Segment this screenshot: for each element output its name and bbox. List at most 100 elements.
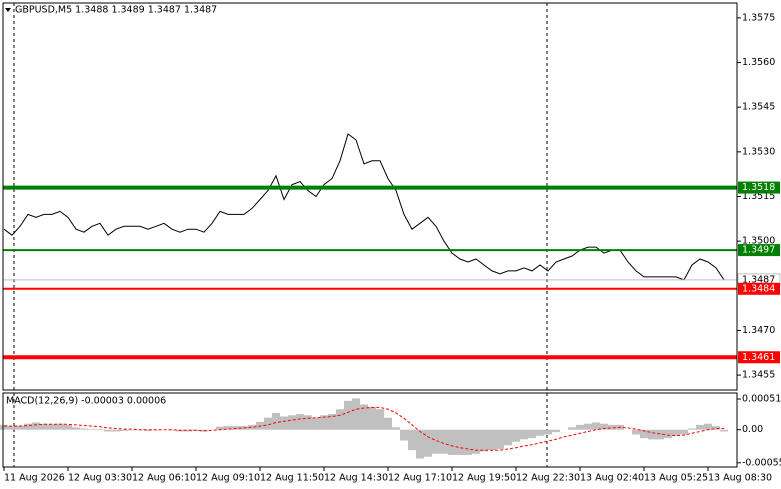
macd-bar	[336, 409, 344, 430]
macd-bar	[304, 415, 312, 430]
level-label: 1.3497	[742, 245, 775, 256]
chart-title: GBPUSD,M5 1.3488 1.3489 1.3487 1.3487	[15, 5, 217, 16]
macd-bar	[608, 424, 616, 430]
macd-bar	[280, 416, 288, 430]
macd-bar	[384, 417, 392, 430]
macd-bar	[480, 429, 488, 452]
level-label: 1.3461	[742, 352, 775, 363]
x-tick-label: 12 Aug 06:10	[132, 473, 196, 484]
macd-bar	[296, 414, 304, 430]
level-box	[738, 244, 780, 257]
y-tick-label: 1.3530	[742, 146, 775, 157]
macd-bar	[64, 424, 72, 430]
x-tick-label: 12 Aug 19:50	[452, 473, 516, 484]
macd-bar	[184, 429, 192, 432]
macd-bar	[112, 429, 120, 432]
macd-bar	[424, 429, 432, 457]
macd-bar	[8, 426, 16, 430]
macd-bar	[416, 429, 424, 459]
y-tick-label: 1.3500	[742, 236, 775, 247]
macd-bar	[656, 429, 664, 440]
level-box	[738, 181, 780, 194]
y-tick-label: 1.3575	[742, 12, 775, 23]
macd-bar	[400, 429, 408, 441]
y-tick-label: 0.00051	[742, 394, 781, 405]
x-tick-label: 13 Aug 02:40	[580, 473, 644, 484]
macd-bar	[232, 426, 240, 430]
macd-bar	[344, 400, 352, 430]
x-tick-label: 13 Aug 08:30	[708, 473, 772, 484]
macd-bar	[368, 406, 376, 430]
macd-bar	[552, 429, 560, 433]
macd-bar	[272, 412, 280, 430]
macd-bar	[712, 426, 720, 430]
macd-bar	[496, 429, 504, 449]
macd-bar	[144, 429, 152, 431]
macd-bar	[360, 404, 368, 430]
x-tick-label: 13 Aug 05:25	[644, 473, 708, 484]
level-label: 1.3518	[742, 182, 775, 193]
y-tick-label: -0.00055	[742, 457, 781, 468]
macd-bar	[16, 425, 24, 430]
macd-bar	[408, 429, 416, 451]
x-tick-label: 12 Aug 09:10	[196, 473, 260, 484]
macd-bar	[104, 429, 112, 432]
macd-bar	[464, 429, 472, 455]
macd-bar	[672, 429, 680, 436]
macd-bar	[128, 429, 136, 431]
panel-frame	[2, 392, 738, 468]
macd-bar	[704, 423, 712, 430]
macd-bar	[264, 417, 272, 430]
macd-bar	[80, 428, 88, 430]
macd-bar	[512, 429, 520, 442]
macd-bar	[592, 422, 600, 430]
x-tick-label: 12 Aug 03:30	[68, 473, 132, 484]
menu-arrow	[5, 8, 11, 12]
macd-bar	[600, 423, 608, 430]
macd-bar	[248, 424, 256, 430]
y-tick-label: 0.00	[742, 424, 763, 435]
macd-bar	[472, 429, 480, 454]
y-tick-label: 1.3545	[742, 102, 775, 113]
y-tick-label: 1.3515	[742, 191, 775, 202]
macd-bar	[120, 429, 128, 431]
macd-bar	[56, 423, 64, 430]
y-tick-label: 1.3560	[742, 57, 775, 68]
macd-bar	[352, 398, 360, 430]
x-tick-label: 12 Aug 14:30	[324, 473, 388, 484]
macd-bar	[456, 429, 464, 455]
macd-bar	[648, 429, 656, 440]
macd-bar	[664, 429, 672, 439]
signal-line	[4, 406, 724, 451]
macd-bar	[0, 424, 8, 430]
x-tick-label: 12 Aug 22:30	[516, 473, 580, 484]
macd-bar	[72, 427, 80, 430]
macd-bar	[168, 429, 176, 431]
x-tick-label: 12 Aug 11:50	[260, 473, 324, 484]
macd-bar	[40, 423, 48, 430]
macd-bar	[528, 429, 536, 439]
price-line	[3, 133, 725, 281]
macd-bar	[488, 429, 496, 451]
macd-bar	[720, 429, 728, 432]
level-box	[738, 282, 780, 295]
macd-bar	[320, 415, 328, 430]
x-tick-label: 11 Aug 2026	[4, 473, 65, 484]
macd-bar	[288, 415, 296, 430]
macd-bar	[576, 424, 584, 430]
last-price-label: 1.3487	[742, 274, 775, 285]
macd-bar	[632, 429, 640, 435]
macd-bar	[520, 429, 528, 440]
macd-bar	[216, 426, 224, 430]
macd-bar	[680, 429, 688, 435]
panel-frame	[2, 2, 738, 391]
y-tick-label: 1.3470	[742, 325, 775, 336]
macd-bar	[448, 429, 456, 455]
macd-bar	[568, 427, 576, 430]
y-tick-label: 1.3455	[742, 370, 775, 381]
macd-bar	[376, 409, 384, 430]
level-label: 1.3484	[742, 283, 775, 294]
macd-bar	[440, 429, 448, 454]
